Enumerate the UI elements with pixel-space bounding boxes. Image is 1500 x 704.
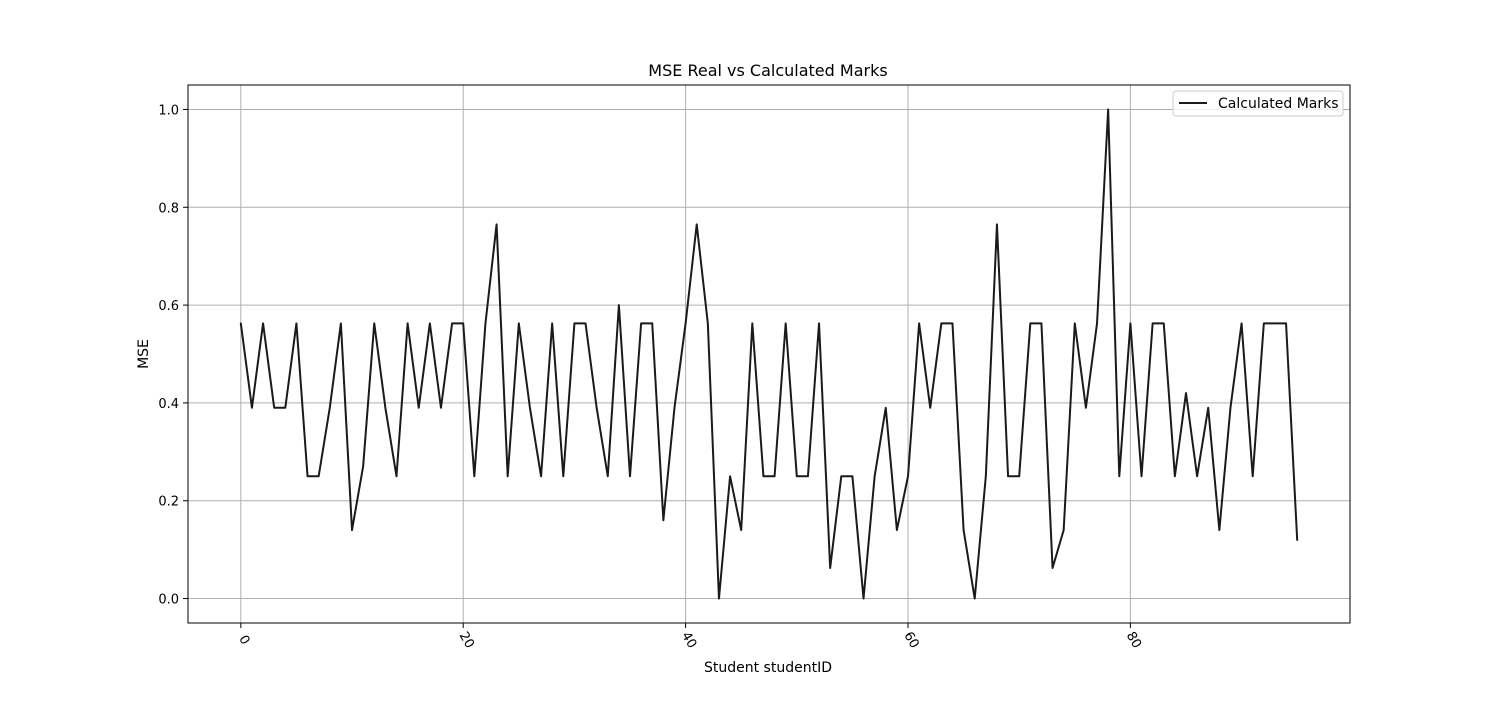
x-tick-label: 60 (900, 629, 921, 651)
x-tick-label: 20 (456, 629, 477, 651)
y-tick-label: 0.8 (158, 201, 179, 216)
y-tick-label: 0.0 (158, 593, 179, 608)
y-axis-label: MSE (136, 339, 152, 369)
chart-title: MSE Real vs Calculated Marks (648, 61, 887, 80)
y-tick-label: 1.0 (158, 103, 179, 118)
legend-frame (1172, 90, 1344, 117)
series-line-calculated-marks (239, 108, 1299, 600)
y-tick-label: 0.6 (158, 299, 179, 314)
plot-frame (187, 84, 1351, 624)
x-tick-label: 40 (678, 629, 699, 651)
grid-layer (188, 85, 1350, 623)
legend-label: Calculated Marks (1218, 96, 1339, 112)
series-layer (239, 108, 1299, 600)
axis-ticks: 0 20 40 60 800.00.20.40.60.81.0 (158, 103, 1144, 651)
x-tick-label: 80 (1123, 629, 1144, 651)
x-axis-label: Student studentID (704, 660, 832, 676)
y-tick-label: 0.4 (158, 397, 179, 412)
y-tick-label: 0.2 (158, 495, 179, 510)
legend: Calculated Marks (1172, 90, 1344, 117)
